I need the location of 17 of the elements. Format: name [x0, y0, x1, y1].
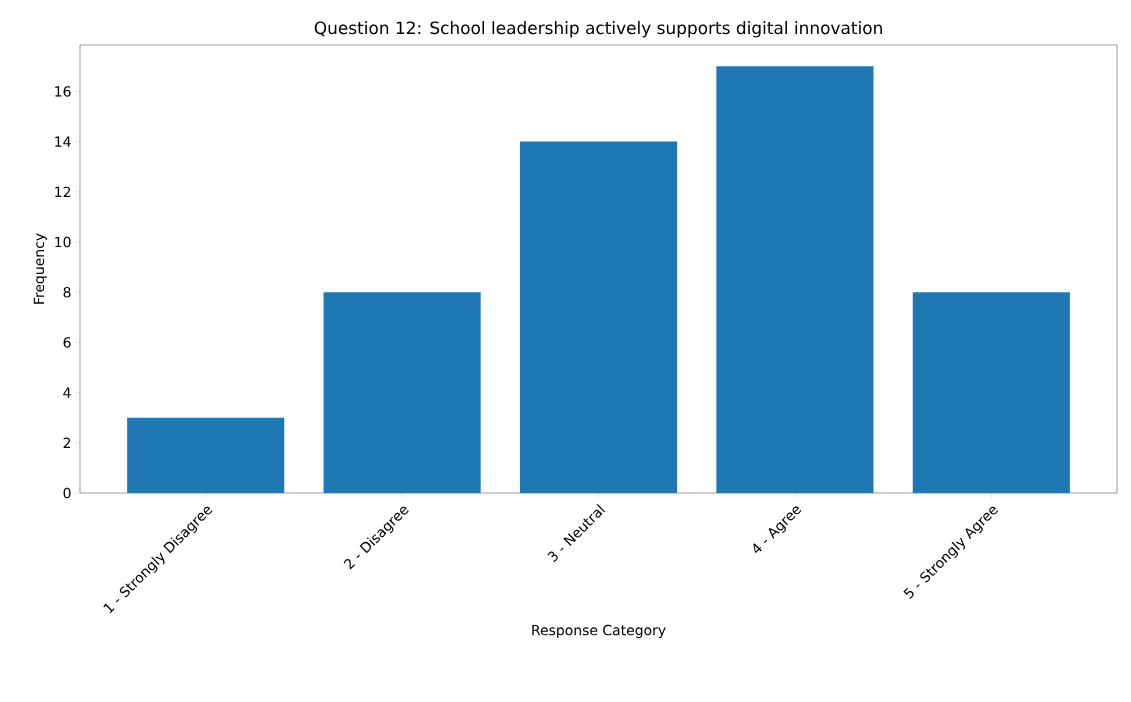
y-tick-label: 4 [63, 387, 71, 398]
bar [323, 292, 481, 493]
y-tick-label: 8 [63, 286, 71, 298]
bar [716, 66, 874, 493]
x-axis-title: Response Category [532, 624, 666, 639]
y-tick-label: 2 [63, 437, 71, 448]
y-tick-label: 14 [55, 136, 71, 147]
bar [127, 417, 285, 493]
bar [912, 292, 1070, 493]
y-tick-label: 12 [55, 186, 71, 197]
bar [519, 141, 678, 493]
y-tick-label: 16 [55, 86, 71, 97]
chart-title: Question 12: School leadership actively supports digital innovation [314, 21, 882, 38]
y-tick-label: 0 [63, 487, 71, 499]
y-axis-title: Frequency [33, 233, 47, 304]
y-tick-label: 10 [55, 236, 71, 248]
y-tick-label: 6 [63, 337, 71, 348]
